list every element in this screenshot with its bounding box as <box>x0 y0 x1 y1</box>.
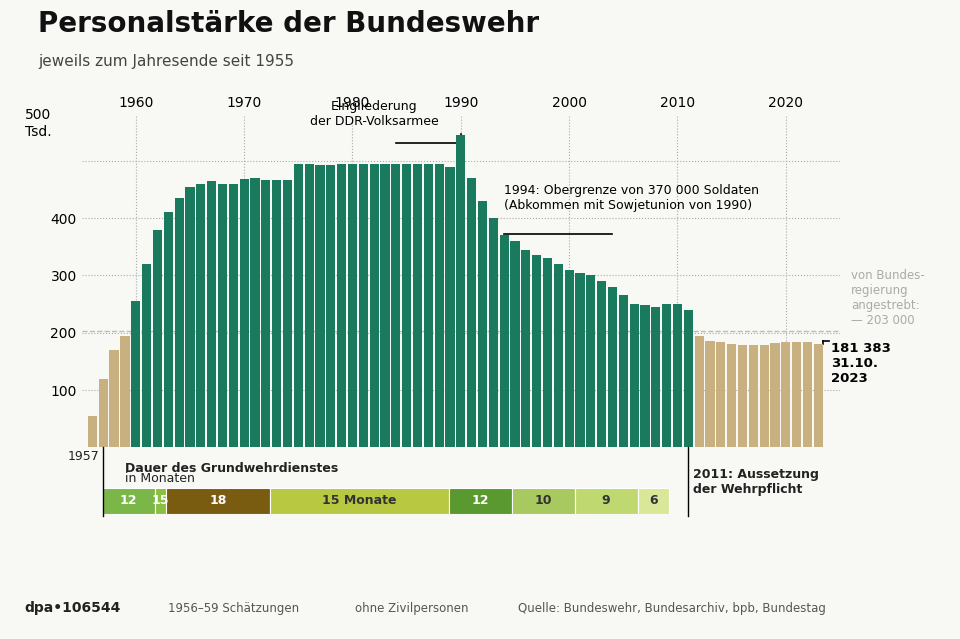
Bar <box>554 264 563 447</box>
Bar <box>814 344 823 447</box>
Bar <box>597 281 607 447</box>
Bar <box>499 235 509 447</box>
Bar <box>575 273 585 447</box>
Bar <box>770 343 780 447</box>
Bar <box>423 164 433 447</box>
Bar <box>153 229 162 447</box>
Text: 12: 12 <box>471 495 489 507</box>
Text: ohne Zivilpersonen: ohne Zivilpersonen <box>355 602 468 615</box>
Bar <box>630 304 638 447</box>
Text: 15 Monate: 15 Monate <box>323 495 396 507</box>
Bar <box>103 488 156 514</box>
Bar <box>271 488 449 514</box>
Text: von Bundes-
regierung
angestrebt:
— 203 000: von Bundes- regierung angestrebt: — 203 … <box>851 270 924 327</box>
Bar <box>207 181 216 447</box>
Bar <box>662 304 671 447</box>
Bar <box>315 166 324 447</box>
Text: 18: 18 <box>209 495 227 507</box>
Bar <box>261 180 271 447</box>
Bar <box>651 307 660 447</box>
Bar <box>587 275 595 447</box>
Bar <box>337 164 347 447</box>
Text: 2011: Aussetzung
der Wehrpflicht: 2011: Aussetzung der Wehrpflicht <box>693 468 819 496</box>
Bar <box>521 250 531 447</box>
Bar <box>370 164 379 447</box>
Bar <box>218 184 228 447</box>
Bar <box>99 378 108 447</box>
Bar <box>228 184 238 447</box>
Bar <box>803 343 812 447</box>
Text: 12: 12 <box>120 495 137 507</box>
Bar <box>564 270 574 447</box>
Bar <box>792 343 802 447</box>
Bar <box>694 335 704 447</box>
Text: Dauer des Grundwehrdienstes: Dauer des Grundwehrdienstes <box>125 461 338 475</box>
Bar <box>402 164 411 447</box>
Bar <box>294 164 303 447</box>
Bar <box>618 295 628 447</box>
Bar <box>706 341 714 447</box>
Text: Eingliederung
der DDR-Volksarmee: Eingliederung der DDR-Volksarmee <box>310 100 439 128</box>
Text: Personalstärke der Bundeswehr: Personalstärke der Bundeswehr <box>38 10 540 38</box>
Bar <box>109 350 119 447</box>
Bar <box>532 256 541 447</box>
Text: in Monaten: in Monaten <box>125 472 195 485</box>
Bar <box>120 335 130 447</box>
Bar <box>348 164 357 447</box>
Bar <box>759 345 769 447</box>
Bar <box>163 212 173 447</box>
Bar <box>716 343 726 447</box>
Text: 15: 15 <box>152 495 169 507</box>
Bar <box>156 488 165 514</box>
Bar <box>272 180 281 447</box>
Bar <box>326 165 335 447</box>
Bar <box>391 164 400 447</box>
Bar <box>673 304 683 447</box>
Bar <box>749 345 758 447</box>
Bar <box>304 164 314 447</box>
Text: Quelle: Bundeswehr, Bundesarchiv, bpb, Bundestag: Quelle: Bundeswehr, Bundesarchiv, bpb, B… <box>518 602 827 615</box>
Bar <box>185 187 195 447</box>
Text: 500
Tsd.: 500 Tsd. <box>25 109 51 139</box>
Text: 10: 10 <box>535 495 552 507</box>
Bar <box>608 287 617 447</box>
Text: 1956–59 Schätzungen: 1956–59 Schätzungen <box>168 602 300 615</box>
Text: 181 383
31.10.
2023: 181 383 31.10. 2023 <box>831 343 891 385</box>
Bar <box>359 164 368 447</box>
Text: jeweils zum Jahresende seit 1955: jeweils zum Jahresende seit 1955 <box>38 54 295 69</box>
Bar <box>738 345 747 447</box>
Bar <box>456 135 466 447</box>
Bar <box>132 301 140 447</box>
Bar <box>435 164 444 447</box>
Bar <box>449 488 512 514</box>
Bar <box>165 488 271 514</box>
Text: 9: 9 <box>602 495 611 507</box>
Bar <box>727 344 736 447</box>
Bar <box>684 310 693 447</box>
Bar <box>542 258 552 447</box>
Bar <box>445 167 455 447</box>
Bar <box>283 180 292 447</box>
Bar <box>87 416 97 447</box>
Text: 1994: Obergrenze von 370 000 Soldaten
(Abkommen mit Sowjetunion von 1990): 1994: Obergrenze von 370 000 Soldaten (A… <box>504 185 759 212</box>
Bar <box>142 264 152 447</box>
Bar <box>467 178 476 447</box>
Text: 1957: 1957 <box>67 450 100 463</box>
Bar <box>575 488 637 514</box>
Bar <box>511 241 519 447</box>
Bar <box>239 179 249 447</box>
Bar <box>413 164 422 447</box>
Bar <box>196 184 205 447</box>
Bar <box>251 178 259 447</box>
Bar <box>781 343 790 447</box>
Text: 6: 6 <box>649 495 658 507</box>
Bar <box>637 488 669 514</box>
Bar <box>640 305 650 447</box>
Bar <box>489 218 498 447</box>
Bar <box>478 201 487 447</box>
Bar <box>512 488 575 514</box>
Bar <box>175 198 183 447</box>
Bar <box>380 164 390 447</box>
Text: dpa•106544: dpa•106544 <box>24 601 120 615</box>
